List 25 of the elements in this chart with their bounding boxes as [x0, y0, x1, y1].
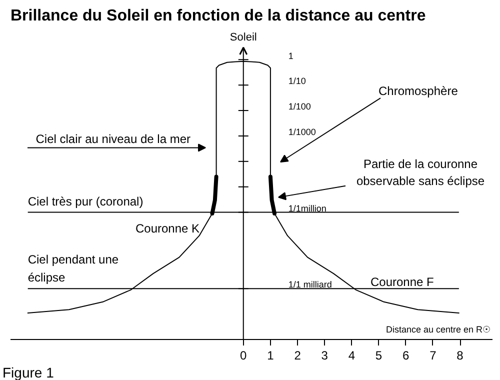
- y-tick-label: 1/1 milliard: [288, 280, 332, 290]
- x-tick-label: 6: [402, 348, 410, 362]
- ref-line-label: Ciel pendant une éclipse: [28, 252, 119, 285]
- annotation: Couronne F: [370, 274, 434, 289]
- chart-title: Brillance du Soleil en fonction de la distance au centre: [10, 8, 426, 24]
- annotation: Couronne K: [136, 221, 200, 236]
- x-tick-label: 7: [430, 348, 437, 362]
- x-tick-label: 0: [240, 348, 248, 362]
- x-tick-label: 5: [375, 348, 382, 362]
- ref-line-label: Ciel très pur (coronal): [28, 194, 144, 208]
- x-tick-label: 2: [294, 348, 302, 362]
- annotation: Ciel clair au niveau de la mer: [36, 132, 191, 146]
- x-axis-title: Distance au centre en R☉: [386, 324, 491, 334]
- y-tick-label: 1/10: [288, 76, 306, 86]
- x-tick-label: 8: [456, 348, 464, 362]
- x-tick-label: 4: [348, 348, 356, 362]
- y-tick-label: 1/100: [288, 102, 311, 112]
- y-tick-label: 1: [288, 51, 294, 62]
- y-axis-title: Soleil: [230, 32, 257, 44]
- y-tick-label: 1/1000: [288, 126, 316, 137]
- annotation: Chromosphère: [378, 84, 458, 98]
- x-tick-label: 1: [267, 348, 274, 362]
- annotation: Partie de la couronne observable sans éclipse: [356, 157, 485, 188]
- x-tick-label: 3: [321, 348, 328, 362]
- y-tick-label: 1/1million: [288, 203, 326, 214]
